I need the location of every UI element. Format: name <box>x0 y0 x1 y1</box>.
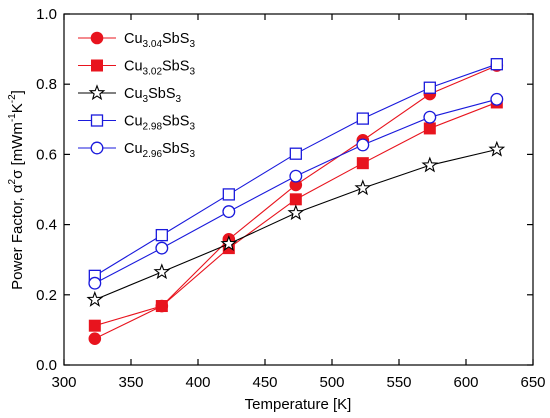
legend-label-part: 3 <box>189 39 195 50</box>
data-point <box>423 81 436 94</box>
y-axis-title-superscript: 2 <box>7 178 18 184</box>
y-axis-title-superscript: -2 <box>7 94 18 103</box>
y-axis-title: Power Factor, α2σ [mWm-1K-2] <box>7 90 26 290</box>
data-point <box>88 332 102 345</box>
x-tick-label: 400 <box>185 374 210 391</box>
legend-label: Cu3.02SbS3 <box>124 59 195 78</box>
x-tick-label: 300 <box>51 374 76 391</box>
x-tick-label: 600 <box>453 374 478 391</box>
data-point <box>88 319 101 332</box>
y-axis-title-part: Power Factor, <box>9 193 26 290</box>
data-point <box>423 110 437 124</box>
legend-marker <box>90 114 104 127</box>
plot-frame <box>63 13 534 366</box>
legend-label: Cu3SbS3 <box>124 86 182 105</box>
legend-marker <box>90 31 104 45</box>
legend: Cu3.04SbS3Cu3.02SbS3Cu3SbS3Cu2.98SbS3Cu2… <box>78 31 195 160</box>
y-axis-title-superscript: -1 <box>7 113 18 122</box>
legend-label-part: 2.96 <box>143 149 163 160</box>
data-point <box>220 235 238 252</box>
legend-label-part: 3 <box>143 94 149 105</box>
legend-label-part: SbS <box>162 141 189 157</box>
x-tick-label: 500 <box>319 374 344 391</box>
data-point <box>289 147 302 160</box>
data-point <box>222 205 236 219</box>
legend-label-part: 3 <box>189 122 195 133</box>
data-point <box>88 276 102 290</box>
data-point <box>356 138 370 152</box>
legend-marker <box>90 141 104 155</box>
y-tick-label: 0.0 <box>36 357 57 374</box>
data-point <box>356 157 369 170</box>
legend-label-part: 3.04 <box>143 39 163 50</box>
data-point <box>287 204 305 221</box>
data-point <box>490 58 503 71</box>
series-Cu2.98SbS3 <box>88 58 503 282</box>
y-tick-label: 1.0 <box>36 6 57 23</box>
data-point <box>488 140 506 157</box>
legend-item: Cu3SbS3 <box>78 84 182 105</box>
legend-label-part: SbS <box>162 114 189 130</box>
x-axis-title: Temperature [K] <box>245 396 352 413</box>
data-point <box>155 241 169 255</box>
legend-item: Cu2.96SbS3 <box>78 141 195 160</box>
data-point <box>222 188 235 201</box>
legend-label-part: Cu <box>124 31 143 47</box>
data-point <box>155 300 168 313</box>
series-Cu2.96SbS3 <box>88 92 504 290</box>
series-Cu3SbS3 <box>86 140 506 307</box>
axis-ticks: 300 350 400 450 500 550 600 650 0.0 0.2 0.4 0.6 0.8 1… <box>36 6 545 391</box>
data-point <box>289 193 302 206</box>
legend-marker <box>91 59 103 72</box>
data-point <box>423 122 436 135</box>
legend-label-part: Cu <box>124 114 143 130</box>
x-tick-label: 650 <box>520 374 545 391</box>
y-axis-title-symbol: σ <box>9 169 26 179</box>
legend-label: Cu2.96SbS3 <box>124 141 195 160</box>
legend-item: Cu3.02SbS3 <box>78 59 195 78</box>
x-tick-label: 450 <box>252 374 277 391</box>
legend-label-part: 3.02 <box>143 67 163 78</box>
y-tick-label: 0.2 <box>36 287 57 304</box>
legend-label-part: Cu <box>124 141 143 157</box>
x-tick-label: 550 <box>386 374 411 391</box>
legend-label-part: 2.98 <box>143 122 163 133</box>
data-point <box>421 156 439 173</box>
y-axis-title-part: ] <box>9 90 26 94</box>
legend-label-part: SbS <box>148 86 175 102</box>
y-tick-label: 0.4 <box>36 217 57 234</box>
legend-label-part: 3 <box>189 149 195 160</box>
series-layer <box>86 58 506 345</box>
data-point <box>354 179 372 196</box>
y-tick-label: 0.8 <box>36 76 57 93</box>
legend-item: Cu2.98SbS3 <box>78 114 195 133</box>
legend-label: Cu3.04SbS3 <box>124 31 195 50</box>
legend-item: Cu3.04SbS3 <box>78 31 195 50</box>
legend-label-part: Cu <box>124 86 143 102</box>
y-axis-title-part: K <box>9 103 26 113</box>
data-point <box>490 92 504 106</box>
legend-label-part: 3 <box>176 94 182 105</box>
legend-label-part: SbS <box>162 31 189 47</box>
y-axis-title-part: [mWm <box>9 122 26 169</box>
legend-marker <box>88 84 106 101</box>
legend-label-part: 3 <box>189 67 195 78</box>
data-point <box>155 228 168 242</box>
y-axis-title-symbol: α <box>9 184 26 193</box>
data-point <box>86 290 104 307</box>
y-tick-label: 0.6 <box>36 146 57 163</box>
data-point <box>153 263 171 280</box>
data-point <box>289 169 303 183</box>
legend-label: Cu2.98SbS3 <box>124 114 195 133</box>
legend-label-part: SbS <box>162 59 189 75</box>
x-tick-label: 350 <box>118 374 143 391</box>
legend-label-part: Cu <box>124 59 143 75</box>
data-point <box>356 112 369 125</box>
